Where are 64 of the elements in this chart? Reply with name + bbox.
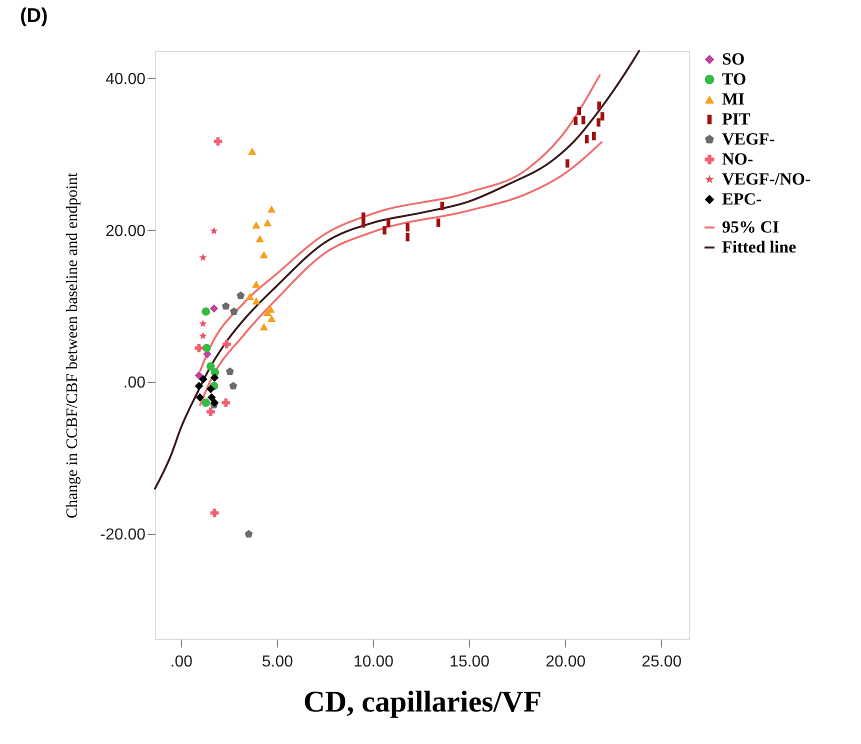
point <box>260 250 268 258</box>
point <box>194 382 204 390</box>
legend-label: PIT <box>722 110 751 128</box>
legend-label: VEGF- <box>722 130 776 148</box>
point <box>222 398 230 407</box>
point <box>199 253 207 262</box>
x-tick-label: 20.00 <box>546 654 586 670</box>
text: (D) <box>20 5 48 27</box>
point <box>206 384 215 394</box>
point <box>210 508 219 518</box>
point <box>252 221 260 229</box>
point <box>256 235 264 242</box>
point <box>199 375 208 384</box>
point <box>267 314 276 322</box>
point <box>210 373 219 382</box>
point <box>206 362 215 370</box>
legend-label: NO- <box>722 150 754 168</box>
legend-label: MI <box>722 90 746 108</box>
x-tick-label: 25.00 <box>642 654 682 670</box>
point <box>222 302 230 310</box>
point <box>214 137 222 146</box>
point <box>229 382 238 390</box>
point <box>199 332 207 340</box>
point <box>222 340 231 348</box>
point <box>194 371 204 380</box>
legend-label: TO <box>722 70 746 88</box>
point <box>207 393 216 402</box>
x-tick-label: 10.00 <box>353 654 394 670</box>
y-tick-label: 20.00 <box>105 222 146 240</box>
y-tick-label: 40.00 <box>105 70 146 88</box>
y-axis-title: Change in CCBF/CBF between baseline and endpoint <box>64 172 82 518</box>
point <box>244 530 253 538</box>
point <box>267 205 276 213</box>
line-series <box>199 141 603 406</box>
point <box>248 148 256 155</box>
line-series <box>154 50 640 490</box>
y-tick-label: -20.00 <box>100 526 146 544</box>
point <box>263 219 272 226</box>
point <box>246 292 254 300</box>
x-tick-label: 5.00 <box>262 654 294 670</box>
x-axis-title: CD, capillaries/VF <box>303 686 542 718</box>
x-tick-label: 15.00 <box>450 654 490 670</box>
point <box>230 307 238 315</box>
point <box>210 304 218 313</box>
y-tick-label: .00 <box>123 374 146 392</box>
legend-label: 95% CI <box>722 218 780 236</box>
point <box>196 393 204 402</box>
legend-label: Fitted line <box>722 238 797 256</box>
point <box>202 307 210 316</box>
legend-label: VEGF-/NO- <box>722 170 812 188</box>
point <box>252 297 260 305</box>
point <box>206 408 215 416</box>
legend-label: SO <box>722 50 745 68</box>
point <box>226 367 234 375</box>
point <box>236 291 245 300</box>
point <box>263 308 272 316</box>
point <box>202 344 211 352</box>
point <box>199 320 207 328</box>
point <box>252 280 260 288</box>
x-tick-label: .00 <box>170 654 193 670</box>
point <box>210 226 218 234</box>
legend-label: EPC- <box>722 190 762 208</box>
point <box>202 398 210 407</box>
point <box>260 323 268 330</box>
